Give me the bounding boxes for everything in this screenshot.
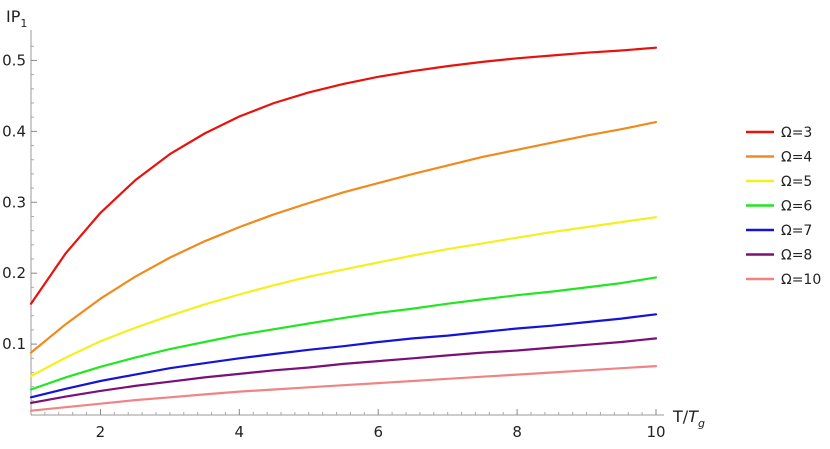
series-line xyxy=(29,216,658,378)
y-tick-label: 0.1 xyxy=(2,335,26,353)
legend-label: Ω=7 xyxy=(781,223,812,239)
series-line xyxy=(29,365,658,412)
x-tick-label: 8 xyxy=(512,423,522,441)
x-axis-title: T/Tg xyxy=(672,407,705,430)
legend-label: Ω=5 xyxy=(781,174,812,190)
x-axis-title-italic: T xyxy=(688,407,699,426)
series-line xyxy=(29,313,658,399)
legend: Ω=3 Ω=4 Ω=5 Ω=6 Ω=7 Ω=8 Ω=10 xyxy=(746,125,821,288)
legend-label: Ω=6 xyxy=(781,199,812,215)
x-axis-title-subscript: g xyxy=(698,417,705,430)
y-axis-title-main: IP xyxy=(6,7,21,26)
series-line xyxy=(29,337,658,404)
legend-label: Ω=8 xyxy=(781,248,812,264)
series-line xyxy=(29,276,658,391)
x-tick-label: 6 xyxy=(373,423,383,441)
x-tick-label: 4 xyxy=(235,423,245,441)
legend-label: Ω=4 xyxy=(781,150,812,166)
x-axis-title-main: T/ xyxy=(672,407,689,426)
y-tick-label: 0.4 xyxy=(2,122,26,140)
series-line xyxy=(29,46,658,305)
y-tick-label: 0.5 xyxy=(2,51,26,69)
y-tick-label: 0.3 xyxy=(2,193,26,211)
x-tick-label: 2 xyxy=(96,423,106,441)
series-line xyxy=(29,121,658,354)
x-tick-label: 10 xyxy=(646,423,665,441)
y-axis-title: IP1 xyxy=(6,7,27,30)
legend-label: Ω=10 xyxy=(781,272,821,288)
y-tick-label: 0.2 xyxy=(2,264,26,282)
legend-label: Ω=3 xyxy=(781,125,812,141)
y-axis-title-subscript: 1 xyxy=(20,17,27,30)
series-lines xyxy=(29,46,658,412)
axes: 2 4 6 8 10 0.1 0.2 0.3 0.4 0.5 xyxy=(2,30,666,441)
